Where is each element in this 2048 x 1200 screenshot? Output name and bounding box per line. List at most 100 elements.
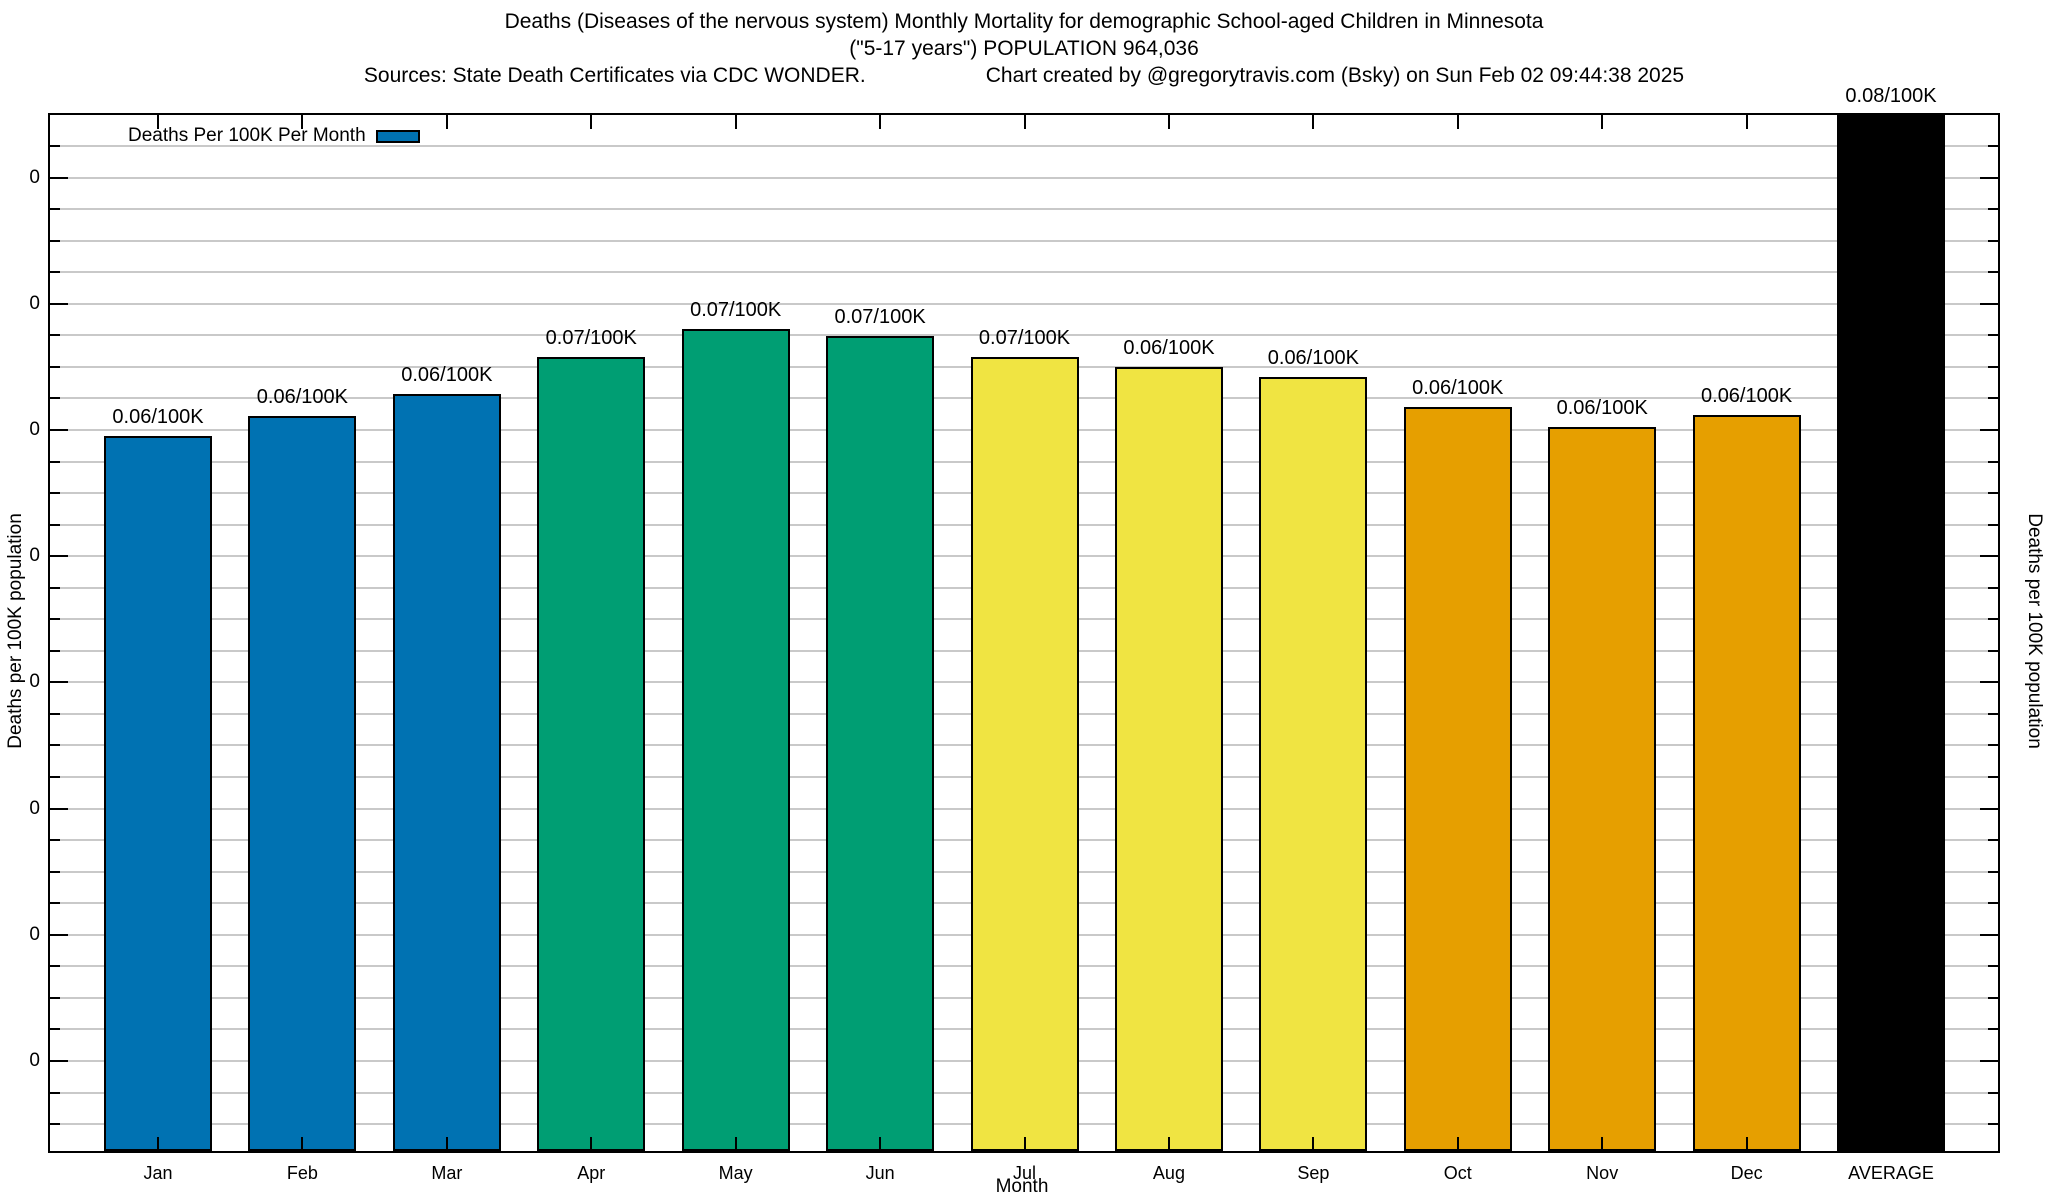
bar-value-label-aug: 0.06/100K [1123,337,1215,359]
y-tick-label: 0 [29,292,40,314]
x-tick-label-feb: Feb [286,1163,318,1183]
y-axis-tick [1988,744,1998,747]
y-axis-tick [50,712,60,715]
bar-value-label-feb: 0.06/100K [256,386,349,408]
x-axis-tick [1745,115,1748,129]
x-axis-tick [1312,1137,1315,1151]
bar-value-label-mar: 0.06/100K [401,364,493,386]
x-tick-label-mar: Mar [431,1163,463,1183]
y-axis-tick [50,902,60,905]
x-tick-label-jan: Jan [143,1163,173,1183]
bar-jul [970,357,1079,1151]
x-tick-label-apr: Apr [577,1163,606,1183]
chart-title-line2: ("5-17 years") POPULATION 964,036 [849,37,1199,60]
x-axis-tick [734,115,737,129]
y-axis-tick [50,807,68,810]
y-tick-label: 0 [29,166,40,188]
x-axis-tick [157,115,159,129]
y-axis-tick [50,555,68,558]
bar-value-label-may: 0.07/100K [690,299,782,321]
y-axis-tick [1988,870,1998,873]
y-axis-tick [50,839,60,842]
x-axis-tick [1745,1137,1748,1151]
bar-value-label-jul: 0.07/100K [978,327,1071,349]
y-axis-tick [1988,776,1998,778]
y-axis-tick [50,334,60,337]
chart-header: Deaths (Diseases of the nervous system) … [0,8,2048,89]
chart-sources: Sources: State Death Certificates via CD… [363,64,866,87]
bar-mar [392,394,501,1151]
minor-gridline [50,334,1998,337]
x-axis-tick [445,1137,448,1151]
y-axis-tick [50,239,60,242]
y-axis-tick [1988,1091,1998,1094]
legend-label: Deaths Per 100K Per Month [128,125,366,146]
bar-nov [1548,427,1657,1151]
y-axis-tick [50,208,60,211]
bar-value-label-dec: 0.06/100K [1701,385,1793,407]
x-axis-tick [879,115,882,129]
y-axis-tick [1988,208,1998,211]
x-tick-label-jul: Jul [1013,1163,1037,1183]
y-axis-tick [50,586,60,589]
chart-title-line1: Deaths (Diseases of the nervous system) … [504,10,1544,33]
x-tick-label-nov: Nov [1586,1163,1619,1183]
x-axis-tick [1312,115,1315,129]
y-axis-tick [50,523,60,526]
bar-oct [1403,407,1512,1151]
y-tick-label: 0 [29,671,40,693]
x-tick-label-sep: Sep [1297,1163,1330,1183]
y-axis-tick [1988,334,1998,337]
y-axis-tick [1980,807,1998,810]
bar-value-label-oct: 0.06/100K [1412,377,1504,399]
y-axis-title-right: Deaths per 100K population [2024,513,2045,749]
y-axis-tick [50,302,68,305]
x-axis-tick [1456,115,1459,129]
minor-gridline [50,208,1998,211]
x-tick-label-oct: Oct [1443,1163,1472,1183]
x-tick-label-jun: Jun [865,1163,895,1183]
bar-average [1837,115,1946,1151]
y-axis-tick [50,492,60,495]
x-axis-tick [1601,1137,1604,1151]
y-axis-tick [1980,1059,1998,1062]
y-axis-tick [1980,302,1998,305]
y-axis-tick [50,1059,68,1062]
chart-title-line3: Sources: State Death Certificates via CD… [0,62,2048,89]
y-axis-tick [1988,365,1998,368]
y-axis-tick [50,996,60,999]
y-axis-tick [1988,712,1998,715]
x-axis-tick [301,1137,304,1151]
major-gridline [50,176,1998,179]
bar-may [681,329,790,1151]
y-axis-tick [1980,176,1998,179]
y-axis-tick [1980,428,1998,431]
y-axis-tick [1988,902,1998,905]
x-axis-tick [1601,115,1604,129]
y-axis-tick [1980,555,1998,558]
y-axis-tick [1988,397,1998,400]
y-axis-tick [1988,649,1998,652]
x-axis-tick [157,1137,159,1151]
bar-value-label-jan: 0.06/100K [112,406,204,428]
y-axis-tick [50,933,68,936]
y-axis-tick [1988,145,1998,147]
x-axis-tick [1456,1137,1459,1151]
bar-aug [1114,367,1223,1151]
x-axis-tick [1167,1137,1170,1151]
y-tick-label: 0 [29,418,40,440]
y-axis-tick [1988,965,1998,968]
y-tick-label: 0 [29,1049,40,1071]
bar-feb [248,416,357,1151]
major-gridline [50,302,1998,305]
bar-value-label-jun: 0.07/100K [834,306,926,328]
chart-credit: Chart created by @gregorytravis.com (Bsk… [985,64,1685,87]
y-axis-tick [50,1091,60,1094]
bar-sep [1259,377,1368,1151]
bar-value-label-sep: 0.06/100K [1267,347,1359,369]
y-axis-tick [1988,996,1998,999]
x-tick-label-average: AVERAGE [1848,1163,1934,1183]
legend: Deaths Per 100K Per Month [128,125,420,147]
y-axis-tick [1988,523,1998,526]
